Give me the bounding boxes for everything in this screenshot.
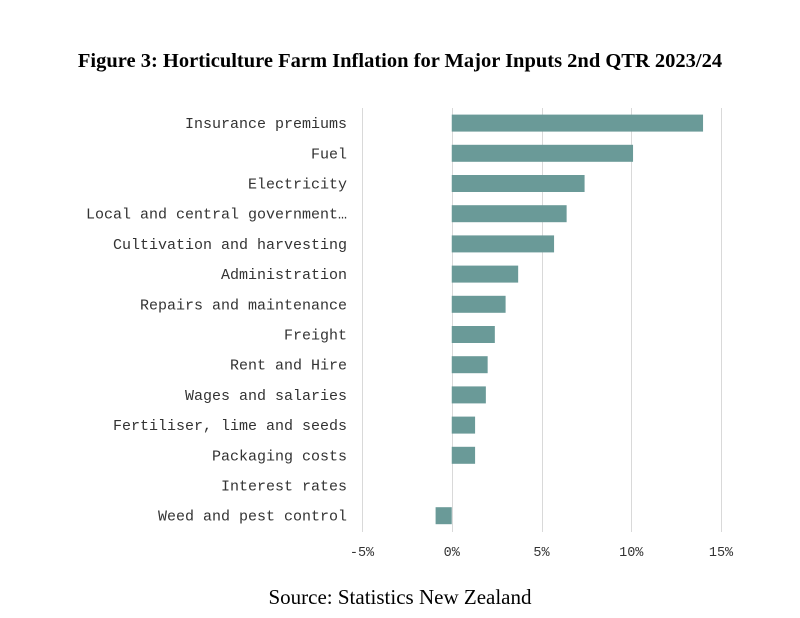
category-label: Rent and Hire bbox=[230, 358, 347, 375]
category-label: Local and central government… bbox=[86, 207, 347, 224]
category-label: Electricity bbox=[248, 177, 347, 194]
category-label: Freight bbox=[284, 328, 347, 345]
chart-title: Figure 3: Horticulture Farm Inflation fo… bbox=[77, 50, 723, 72]
category-label: Insurance premiums bbox=[185, 116, 347, 133]
bar bbox=[451, 205, 567, 223]
category-labels: Insurance premiums Fuel Electricity Local a… bbox=[86, 116, 347, 526]
bar bbox=[451, 295, 506, 313]
bar bbox=[451, 356, 488, 374]
chart-source: Source: Statistics New Zealand bbox=[268, 585, 532, 609]
bars bbox=[435, 114, 704, 525]
bar bbox=[451, 175, 585, 192]
x-tick-label: -5% bbox=[350, 546, 375, 561]
x-tick-label: 15% bbox=[709, 546, 734, 561]
bar bbox=[451, 144, 634, 162]
bar bbox=[435, 507, 452, 525]
x-tick-label: 0% bbox=[444, 546, 461, 561]
bar bbox=[451, 416, 476, 434]
bar bbox=[451, 265, 519, 283]
category-label: Fuel bbox=[311, 146, 347, 163]
bar bbox=[451, 446, 476, 464]
grid-lines bbox=[362, 108, 722, 532]
category-label: Weed and pest control bbox=[158, 509, 347, 526]
category-label: Cultivation and harvesting bbox=[113, 237, 347, 254]
category-label: Repairs and maintenance bbox=[140, 297, 347, 314]
bar bbox=[451, 235, 555, 253]
x-tick-label: 10% bbox=[619, 546, 644, 561]
x-axis-tick-labels: -5% 0% 5% 10% 15% bbox=[350, 546, 734, 561]
category-label: Interest rates bbox=[221, 479, 347, 496]
category-label: Fertiliser, lime and seeds bbox=[113, 418, 347, 435]
category-label: Wages and salaries bbox=[185, 388, 347, 405]
bar bbox=[451, 114, 704, 132]
bar bbox=[451, 386, 486, 404]
x-tick-label: 5% bbox=[533, 546, 550, 561]
bar bbox=[451, 326, 495, 343]
category-label: Packaging costs bbox=[212, 448, 347, 465]
category-label: Administration bbox=[221, 267, 347, 284]
